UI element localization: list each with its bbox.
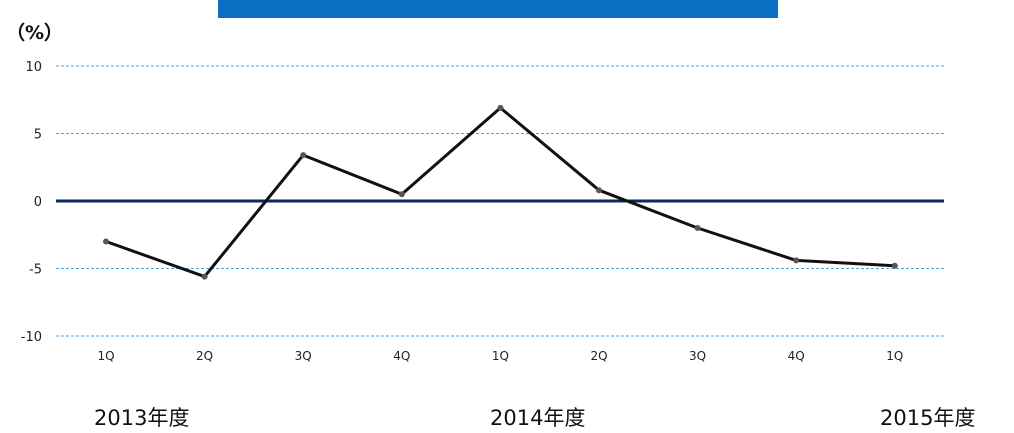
data-point-3 <box>398 191 405 198</box>
y-tick-labels: 10 5 0 -5 -10 <box>21 60 42 345</box>
x-tick-label-5: 2Q <box>590 349 607 363</box>
data-point-0 <box>103 238 109 245</box>
year-label-2015: 2015年度 <box>880 406 976 430</box>
y-tick-label-0: 10 <box>25 60 42 75</box>
y-tick-label-3: -5 <box>29 263 42 278</box>
grid-lines <box>56 65 944 337</box>
x-tick-label-0: 1Q <box>97 349 114 363</box>
data-point-4 <box>497 104 504 111</box>
y-axis-unit-label: （%） <box>6 22 64 44</box>
year-label-2014: 2014年度 <box>490 406 586 430</box>
x-tick-label-7: 4Q <box>788 349 805 363</box>
x-tick-labels: 1Q 2Q 3Q 4Q 1Q 2Q 3Q 4Q 1Q <box>97 349 903 363</box>
data-point-8 <box>891 262 898 269</box>
data-point-1 <box>201 273 208 280</box>
x-tick-label-2: 3Q <box>295 349 312 363</box>
y-tick-label-1: 5 <box>34 128 42 143</box>
y-tick-label-2: 0 <box>34 195 42 210</box>
data-point-2 <box>300 152 307 159</box>
x-tick-label-3: 4Q <box>393 349 410 363</box>
x-tick-label-6: 3Q <box>689 349 706 363</box>
year-label-2013: 2013年度 <box>94 406 190 430</box>
series-line <box>103 104 898 280</box>
x-tick-label-1: 2Q <box>196 349 213 363</box>
y-tick-label-4: -10 <box>21 330 42 345</box>
data-point-7 <box>793 257 800 264</box>
data-point-5 <box>596 187 602 194</box>
data-point-6 <box>694 225 701 231</box>
x-tick-label-8: 1Q <box>886 349 903 363</box>
chart-title-banner <box>218 0 778 18</box>
x-tick-label-4: 1Q <box>492 349 509 363</box>
